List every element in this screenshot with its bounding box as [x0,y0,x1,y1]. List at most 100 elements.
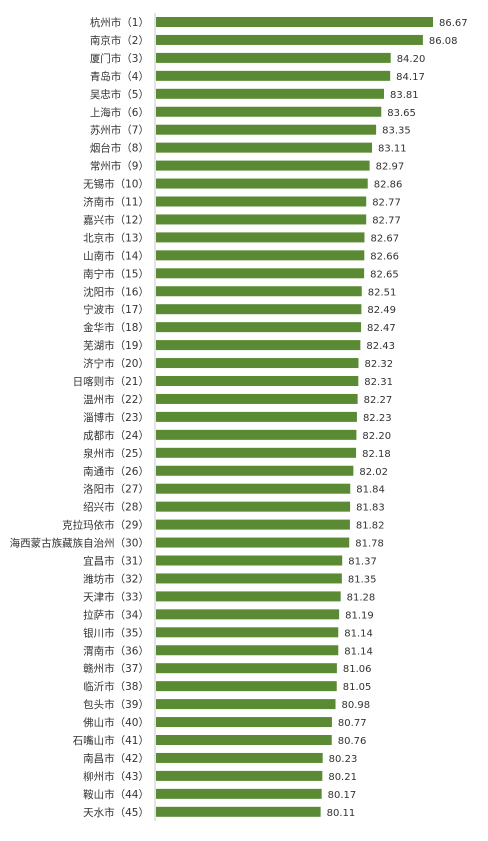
category-label: 苏州市（7） [90,124,149,137]
value-label: 82.27 [364,395,393,406]
category-label: 济宁市（20） [83,357,149,370]
category-label: 青岛市（4） [90,70,149,83]
value-label: 81.28 [347,592,376,603]
bar [156,124,377,135]
bar [156,268,365,279]
bar [156,447,357,458]
value-label: 82.47 [367,323,396,334]
bar [156,358,359,369]
category-labels: 杭州市（1） 南京市（2） 厦门市（3） 青岛市（4） 吴忠市（5） 上海市（6） 苏州市（… [10,16,149,819]
bar [156,663,337,674]
value-label: 81.14 [344,646,373,657]
bar [156,465,354,476]
category-label: 海西蒙古族藏族自治州（30） [10,537,149,550]
category-label: 绍兴市（28） [83,501,149,514]
bar [156,681,337,692]
bar [156,501,351,512]
value-label: 81.82 [356,521,385,532]
category-label: 温州市（22） [83,393,149,406]
value-label: 81.84 [356,485,385,496]
bar [156,573,342,584]
value-label: 81.05 [343,682,372,693]
bar [156,322,362,333]
value-label: 80.98 [342,700,371,711]
bar [156,340,361,351]
value-label: 80.23 [329,754,358,765]
category-label: 赣州市（37） [83,662,149,675]
bar [156,52,391,63]
value-label: 83.35 [382,126,411,137]
value-label: 80.17 [328,790,357,801]
category-label: 柳州市（43） [83,770,149,783]
value-label: 80.21 [328,772,357,783]
value-label: 81.35 [348,574,377,585]
category-label: 北京市（13） [83,231,149,244]
category-label: 银川市（35） [83,626,149,639]
value-label: 86.08 [429,36,458,47]
category-label: 南昌市（42） [83,752,149,765]
category-label: 宜昌市（31） [83,555,149,568]
value-label: 82.02 [359,467,388,478]
category-label: 无锡市（10） [83,178,149,191]
category-label: 克拉玛依市（29） [62,519,149,532]
bar [156,286,362,297]
bar [156,88,385,99]
bar [156,806,321,817]
value-label: 82.77 [372,215,401,226]
category-label: 厦门市（3） [90,52,149,65]
bar [156,178,368,189]
value-label: 80.77 [338,718,367,729]
value-label: 82.65 [370,269,399,280]
category-label: 嘉兴市（12） [83,213,149,226]
value-label: 80.11 [327,808,356,819]
category-label: 临沂市（38） [83,680,149,693]
bar [156,250,365,261]
value-label: 86.67 [439,18,468,29]
bars-group [156,17,433,817]
bar [156,214,367,225]
value-label: 80.76 [338,736,367,747]
bar [156,34,423,45]
bar [156,376,359,386]
bar [156,717,332,728]
category-label: 淄博市（23） [83,411,149,424]
value-label: 82.86 [374,180,403,191]
value-label: 82.66 [370,251,399,262]
bar [156,555,343,566]
category-label: 石嘴山市（41） [73,734,149,747]
category-label: 成都市（24） [83,429,149,442]
bar [156,429,357,440]
category-label: 沈阳市（16） [83,285,149,298]
category-label: 常州市（9） [90,160,149,173]
value-label: 82.23 [363,413,392,424]
bar [156,393,358,404]
category-label: 杭州市（1） [90,16,149,29]
value-label: 81.06 [343,664,372,675]
bar [156,627,339,638]
bar [156,752,323,763]
category-label: 宁波市（17） [83,303,149,316]
bar [156,735,332,745]
category-label: 南通市（26） [83,465,149,478]
bar [156,770,323,781]
category-label: 渭南市（36） [83,644,149,657]
value-label: 84.20 [397,54,426,65]
bar [156,591,341,602]
bar [156,196,367,207]
value-label: 82.51 [368,287,397,298]
category-label: 山南市（14） [83,249,149,262]
category-label: 济南市（11） [83,196,149,209]
category-label: 芜湖市（19） [83,339,149,352]
category-label: 洛阳市（27） [83,483,149,496]
category-label: 拉萨市（34） [83,608,149,621]
value-label: 82.49 [367,305,396,316]
category-label: 泉州市（25） [83,447,149,460]
category-label: 包头市（39） [83,698,149,711]
category-label: 南宁市（15） [83,267,149,280]
bar [156,232,365,243]
category-label: 潍坊市（32） [83,572,149,585]
bar [156,17,433,27]
value-label: 81.14 [344,628,373,639]
